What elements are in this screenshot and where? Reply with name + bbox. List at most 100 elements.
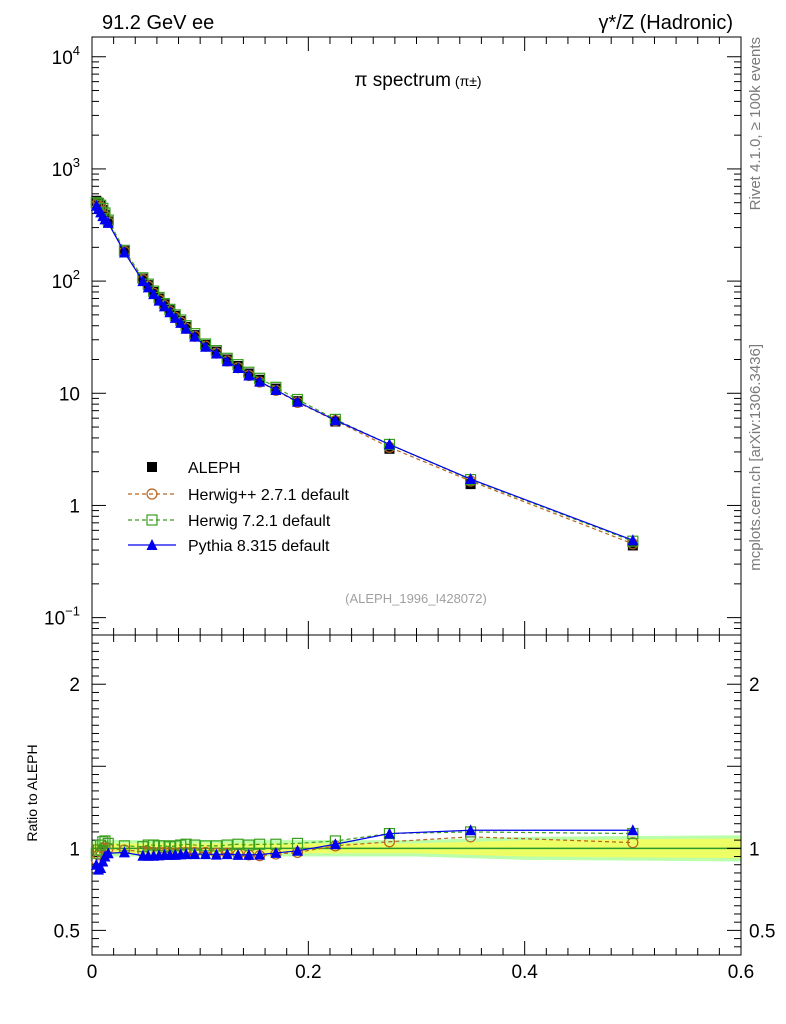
series-aleph	[91, 195, 638, 551]
ratio-point-pythia-8-315-default	[254, 848, 266, 860]
ratio-point-pythia-8-315-default	[232, 848, 244, 860]
ratio-point-pythia-8-315-default	[118, 846, 130, 858]
ratio-series-pythia-8-315-default	[90, 824, 639, 875]
plot-title-text: π spectrum	[354, 70, 451, 91]
y-tick-label: 10	[59, 384, 80, 405]
data-point-pythia-8-315-default	[142, 281, 154, 293]
data-point-pythia-8-315-default	[148, 288, 160, 300]
ratio-point-pythia-8-315-default	[465, 824, 477, 836]
y-tick-label-exp: 2	[73, 267, 80, 282]
legend-label: Herwig 7.2.1 default	[188, 513, 331, 530]
data-point-pythia-8-315-default	[158, 300, 170, 312]
ratio-y-tick-label-right: 1	[749, 839, 760, 860]
series-herwigpp-2-7-1-default	[90, 199, 639, 550]
data-point-pythia-8-315-default	[210, 347, 222, 359]
ratio-point-pythia-8-315-default	[627, 824, 639, 836]
ratio-point-herwig-7-2-1-default	[99, 835, 111, 847]
legend-entry-herwigpp-2-7-1-default: Herwig++ 2.7.1 default	[128, 487, 350, 504]
legend-label: Pythia 8.315 default	[188, 538, 330, 555]
legend-label: Herwig++ 2.7.1 default	[188, 487, 350, 504]
y-tick-label-base: 10	[52, 160, 73, 181]
ratio-point-pythia-8-315-default	[180, 848, 192, 860]
ratio-point-pythia-8-315-default	[329, 838, 341, 850]
data-point-pythia-8-315-default	[137, 275, 149, 287]
y-tick-label: 104	[52, 43, 80, 69]
y-tick-label: 10−1	[44, 604, 80, 630]
data-point-pythia-8-315-default	[254, 375, 266, 387]
legend-entry-herwig-7-2-1-default: Herwig 7.2.1 default	[128, 513, 331, 530]
legend: ALEPH Herwig++ 2.7.1 default Herwig 7.2.1 …	[128, 460, 350, 555]
ratio-point-pythia-8-315-default	[95, 862, 107, 874]
data-point-pythia-8-315-default	[383, 438, 395, 450]
ratio-point-pythia-8-315-default	[200, 848, 212, 860]
y-tick-label-exp: 4	[73, 43, 80, 58]
data-point-pythia-8-315-default	[270, 383, 282, 395]
header-left: 91.2 GeV ee	[102, 12, 214, 34]
data-point-pythia-8-315-default	[243, 369, 255, 381]
ratio-y-tick-label-left: 0.5	[54, 921, 80, 942]
mcplots-label: mcplots.cern.ch [arXiv:1306.3436]	[747, 344, 764, 571]
ratio-point-pythia-8-315-default	[189, 848, 201, 860]
y-tick-label-base: 1	[69, 496, 80, 517]
series-line-herwig-7-2-1-default	[96, 202, 634, 542]
series-line-pythia-8-315-default	[95, 205, 634, 541]
ratio-point-herwig-7-2-1-default	[90, 847, 102, 859]
x-tick-label: 0	[87, 962, 98, 983]
series-line-herwigpp-2-7-1-default	[96, 204, 634, 545]
data-point-pythia-8-315-default	[221, 355, 233, 367]
legend-entry-aleph: ALEPH	[147, 460, 240, 477]
ratio-point-pythia-8-315-default	[243, 848, 255, 860]
ratio-point-pythia-8-315-default	[292, 844, 304, 856]
ratio-point-herwig-7-2-1-default	[95, 839, 107, 851]
header-right: γ*/Z (Hadronic)	[599, 12, 733, 34]
rivet-label: Rivet 4.1.0, ≥ 100k events	[747, 37, 764, 210]
ratio-panel: 0 0.2 0.4 0.6 0.5 0.5 1 1 2 2	[54, 634, 775, 983]
plot-title: π spectrum (π±)	[354, 70, 481, 91]
ratio-point-pythia-8-315-default	[102, 847, 114, 859]
data-point-aleph	[627, 540, 638, 551]
ratio-point-herwigpp-2-7-1-default	[627, 836, 639, 849]
y-tick-label-base: 10	[44, 609, 65, 630]
data-point-pythia-8-315-default	[118, 246, 130, 258]
ratio-y-tick-label-right: 2	[749, 675, 760, 696]
ratio-frame	[91, 634, 742, 956]
series-pythia-8-315-default	[90, 199, 639, 546]
data-point-pythia-8-315-default	[153, 294, 165, 306]
data-point-pythia-8-315-default	[465, 473, 477, 485]
ratio-point-pythia-8-315-default	[270, 846, 282, 858]
data-point-pythia-8-315-default	[292, 395, 304, 407]
legend-label: ALEPH	[188, 460, 240, 477]
data-point-pythia-8-315-default	[627, 534, 639, 546]
y-tick-label-base: 10	[59, 384, 80, 405]
ratio-point-pythia-8-315-default	[210, 848, 222, 860]
data-point-pythia-8-315-default	[200, 340, 212, 352]
ratio-y-tick-label-left: 1	[69, 839, 80, 860]
y-tick-label: 102	[52, 267, 80, 293]
x-tick-label: 0.6	[728, 962, 754, 983]
y-tick-label-exp: 3	[73, 155, 80, 170]
ratio-point-pythia-8-315-default	[383, 827, 395, 839]
x-tick-label: 0.4	[511, 962, 538, 983]
legend-marker	[146, 514, 158, 526]
legend-marker	[146, 488, 158, 500]
data-point-pythia-8-315-default	[102, 216, 114, 228]
ratio-ylabel: Ratio to ALEPH	[24, 744, 40, 841]
data-point-pythia-8-315-default	[232, 362, 244, 374]
ratio-point-pythia-8-315-default	[221, 848, 233, 860]
data-point-pythia-8-315-default	[164, 306, 176, 318]
y-tick-label-base: 10	[52, 272, 73, 293]
y-tick-label: 1	[69, 496, 80, 517]
data-point-pythia-8-315-default	[329, 414, 341, 426]
data-point-pythia-8-315-default	[189, 330, 201, 342]
legend-entry-pythia-8-315-default: Pythia 8.315 default	[128, 538, 330, 555]
y-tick-label-exp: −1	[65, 604, 80, 619]
plot-title-sup: (π±)	[455, 73, 482, 89]
ratio-y-tick-label-left: 2	[69, 675, 80, 696]
x-tick-label: 0.2	[295, 962, 321, 983]
data-point-pythia-8-315-default	[180, 322, 192, 334]
data-point-pythia-8-315-default	[175, 316, 187, 328]
legend-marker	[147, 462, 157, 472]
reference-label: (ALEPH_1996_I428072)	[345, 591, 487, 606]
